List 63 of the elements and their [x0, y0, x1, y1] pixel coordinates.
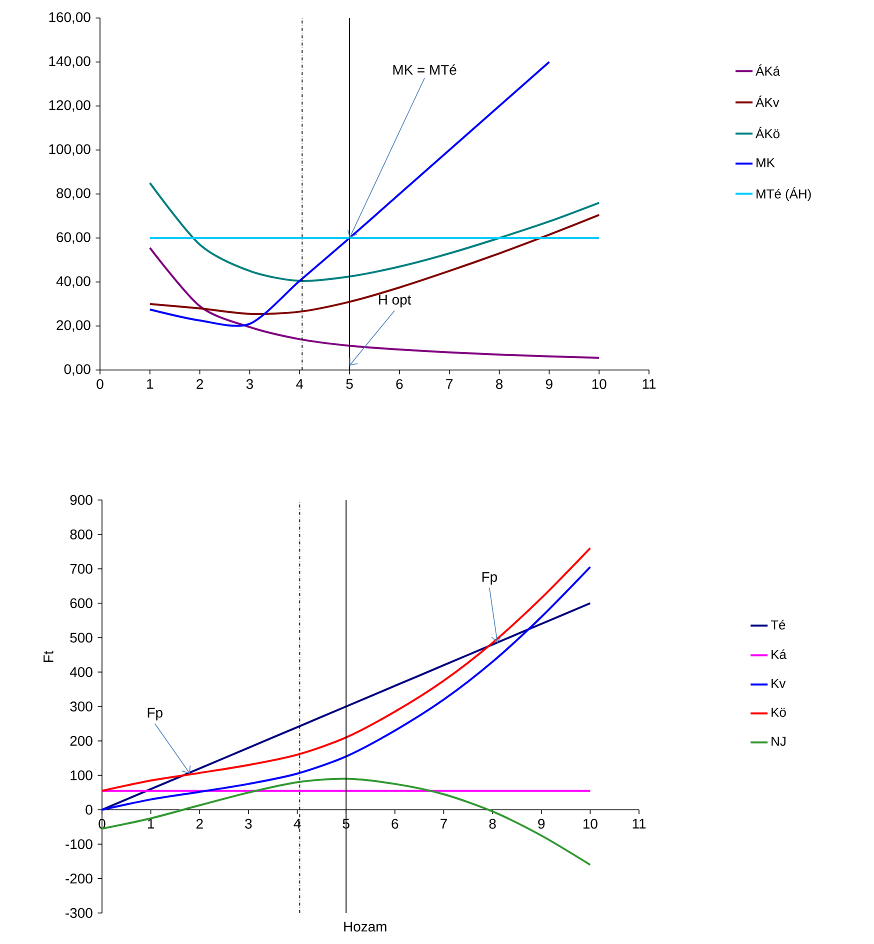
x-tick-label: 9: [546, 379, 552, 389]
legend-label: Kö: [772, 708, 786, 717]
legend-label: MTé (ÁH): [756, 187, 811, 202]
y-tick-label: 0,00: [64, 364, 90, 376]
annotation: H opt: [379, 294, 412, 308]
y-tick-label: 40,00: [56, 276, 90, 288]
y-tick-label: 400: [70, 667, 92, 678]
x-tick-label: 3: [245, 818, 252, 829]
x-tick-label: 2: [196, 379, 204, 389]
y-tick-label: 100: [70, 770, 92, 780]
x-tick-label: 11: [632, 818, 646, 828]
annotation: Fp: [148, 708, 162, 720]
x-tick-label: 10: [592, 379, 606, 389]
y-tick-label: 900: [70, 495, 92, 505]
x-tick-label: 2: [196, 818, 203, 829]
y-tick-label: -300: [66, 908, 92, 918]
line-series: [148, 214, 600, 316]
x-tick-label: 7: [440, 818, 447, 828]
y-tick-label: 600: [70, 598, 92, 608]
x-tick-label: 6: [396, 379, 403, 389]
legend-label: ÁKv: [756, 96, 780, 107]
y-tick-label: 20,00: [56, 320, 90, 332]
legend-label: Té: [770, 620, 786, 630]
y-tick-label: 800: [70, 529, 92, 540]
y-tick-label: 200: [70, 736, 92, 746]
x-tick-label: 6: [392, 818, 398, 829]
y-tick-label: 300: [70, 702, 92, 712]
y-tick-label: -200: [66, 874, 92, 884]
annotation: Fp: [482, 572, 497, 585]
y-tick-label: 60,00: [56, 232, 90, 244]
x-tick-label: 8: [489, 818, 496, 829]
y-tick-label: 700: [70, 564, 92, 574]
x-tick-label: 8: [496, 379, 503, 389]
x-tick-label: 5: [346, 379, 353, 389]
y-tick-label: 140,00: [49, 56, 90, 68]
x-tick-label: 0: [96, 379, 104, 389]
y-tick-label: 500: [70, 632, 92, 643]
x-tick-label: 3: [246, 379, 253, 389]
legend-label: Kv: [772, 678, 786, 688]
legend-label: ÁKá: [756, 64, 780, 76]
x-tick-label: 1: [147, 379, 154, 389]
y-tick-label: 0: [86, 804, 92, 815]
y-tick-label: 100,00: [49, 144, 90, 156]
annotation: MK = MTé: [393, 64, 456, 75]
x-tick-label: 9: [538, 818, 545, 829]
legend-label: Ká: [772, 649, 786, 660]
y-tick-label: 160,00: [49, 12, 90, 24]
y-axis-title: Ft: [44, 650, 54, 662]
x-tick-label: 4: [294, 818, 301, 828]
x-tick-label: 10: [583, 818, 598, 829]
x-tick-label: 11: [642, 379, 656, 389]
legend-label: NJ: [772, 736, 786, 746]
x-tick-label: 7: [446, 379, 453, 389]
x-tick-label: 4: [296, 379, 304, 389]
legend-label: ÁKö: [756, 126, 780, 138]
x-tick-label: 1: [148, 818, 154, 828]
line-series: [148, 246, 600, 359]
y-tick-label: -100: [66, 839, 92, 850]
line-series: [148, 182, 600, 282]
x-axis-title: Hozam: [344, 922, 386, 932]
y-tick-label: 120,00: [49, 100, 90, 112]
legend-label: MK: [756, 158, 775, 168]
y-tick-label: 80,00: [56, 188, 90, 200]
